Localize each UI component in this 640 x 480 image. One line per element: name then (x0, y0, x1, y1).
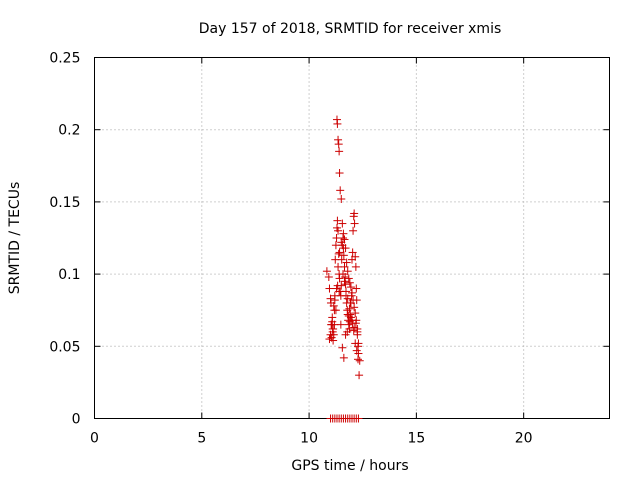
data-point (346, 298, 355, 307)
data-point (326, 298, 335, 307)
data-point (329, 324, 338, 333)
data-point (355, 356, 364, 365)
data-point (334, 249, 343, 258)
data-point (333, 119, 342, 128)
data-point (337, 255, 346, 264)
data-point (335, 248, 344, 257)
data-point (337, 195, 346, 204)
data-point (335, 274, 344, 283)
data-point (342, 258, 351, 267)
data-point (338, 270, 347, 279)
x-tick-label: 20 (515, 431, 533, 447)
data-point (329, 336, 338, 345)
x-axis-title: GPS time / hours (291, 458, 408, 474)
data-point (351, 309, 360, 318)
data-point (346, 283, 355, 292)
grid-lines (94, 57, 610, 419)
data-point (339, 229, 348, 238)
data-point (351, 252, 360, 261)
data-point (345, 278, 354, 287)
data-point (350, 219, 359, 228)
data-point (333, 216, 342, 225)
data-point (340, 277, 349, 286)
data-point (343, 327, 352, 336)
data-point (325, 284, 334, 293)
data-point (333, 281, 342, 290)
x-tick-label: 0 (90, 431, 99, 447)
data-point (355, 371, 364, 380)
y-tick-label: 0.05 (49, 339, 80, 355)
data-point (336, 320, 345, 329)
data-point (341, 244, 350, 253)
data-point (334, 140, 343, 149)
data-point (335, 287, 344, 296)
data-point (328, 313, 337, 322)
data-point (343, 267, 352, 276)
y-axis-title: SRMTID / TECUs (7, 182, 23, 295)
data-point (344, 274, 353, 283)
data-point (345, 304, 354, 313)
data-point (351, 262, 360, 271)
data-point (352, 346, 361, 355)
data-point (351, 339, 360, 348)
chart-title: Day 157 of 2018, SRMTID for receiver xmi… (199, 21, 502, 37)
data-point (336, 186, 345, 195)
y-tick-label: 0.1 (58, 267, 80, 283)
data-point (334, 262, 343, 271)
data-point (349, 326, 358, 335)
data-point (350, 303, 359, 312)
data-points (322, 115, 364, 423)
data-point (344, 311, 353, 320)
data-point (338, 219, 347, 228)
data-point (339, 251, 348, 260)
y-tick-label: 0 (72, 412, 81, 428)
y-tick-label: 0.2 (58, 123, 80, 139)
axis-ticks (94, 57, 610, 419)
data-point (343, 294, 352, 303)
data-point (334, 226, 343, 235)
x-tick-label: 15 (407, 431, 425, 447)
plot-frame (94, 57, 610, 419)
data-point (353, 324, 362, 333)
data-point (349, 226, 358, 235)
data-point (354, 355, 363, 364)
data-point (354, 414, 363, 423)
data-point (324, 272, 333, 281)
data-point (348, 248, 357, 257)
data-point (331, 306, 340, 315)
data-point (335, 147, 344, 156)
data-point (325, 335, 334, 344)
data-point (350, 209, 359, 218)
data-point (339, 353, 348, 362)
y-tick-label: 0.15 (49, 195, 80, 211)
x-tick-label: 5 (197, 431, 206, 447)
data-point (335, 169, 344, 178)
data-point (348, 288, 356, 297)
data-point (322, 267, 331, 276)
data-point (352, 284, 361, 293)
x-tick-label: 10 (300, 431, 318, 447)
y-tick-label: 0.25 (49, 51, 80, 67)
data-point (334, 135, 343, 144)
data-point (340, 235, 349, 244)
data-point (338, 343, 347, 352)
data-point (326, 330, 335, 339)
data-point (348, 316, 356, 325)
